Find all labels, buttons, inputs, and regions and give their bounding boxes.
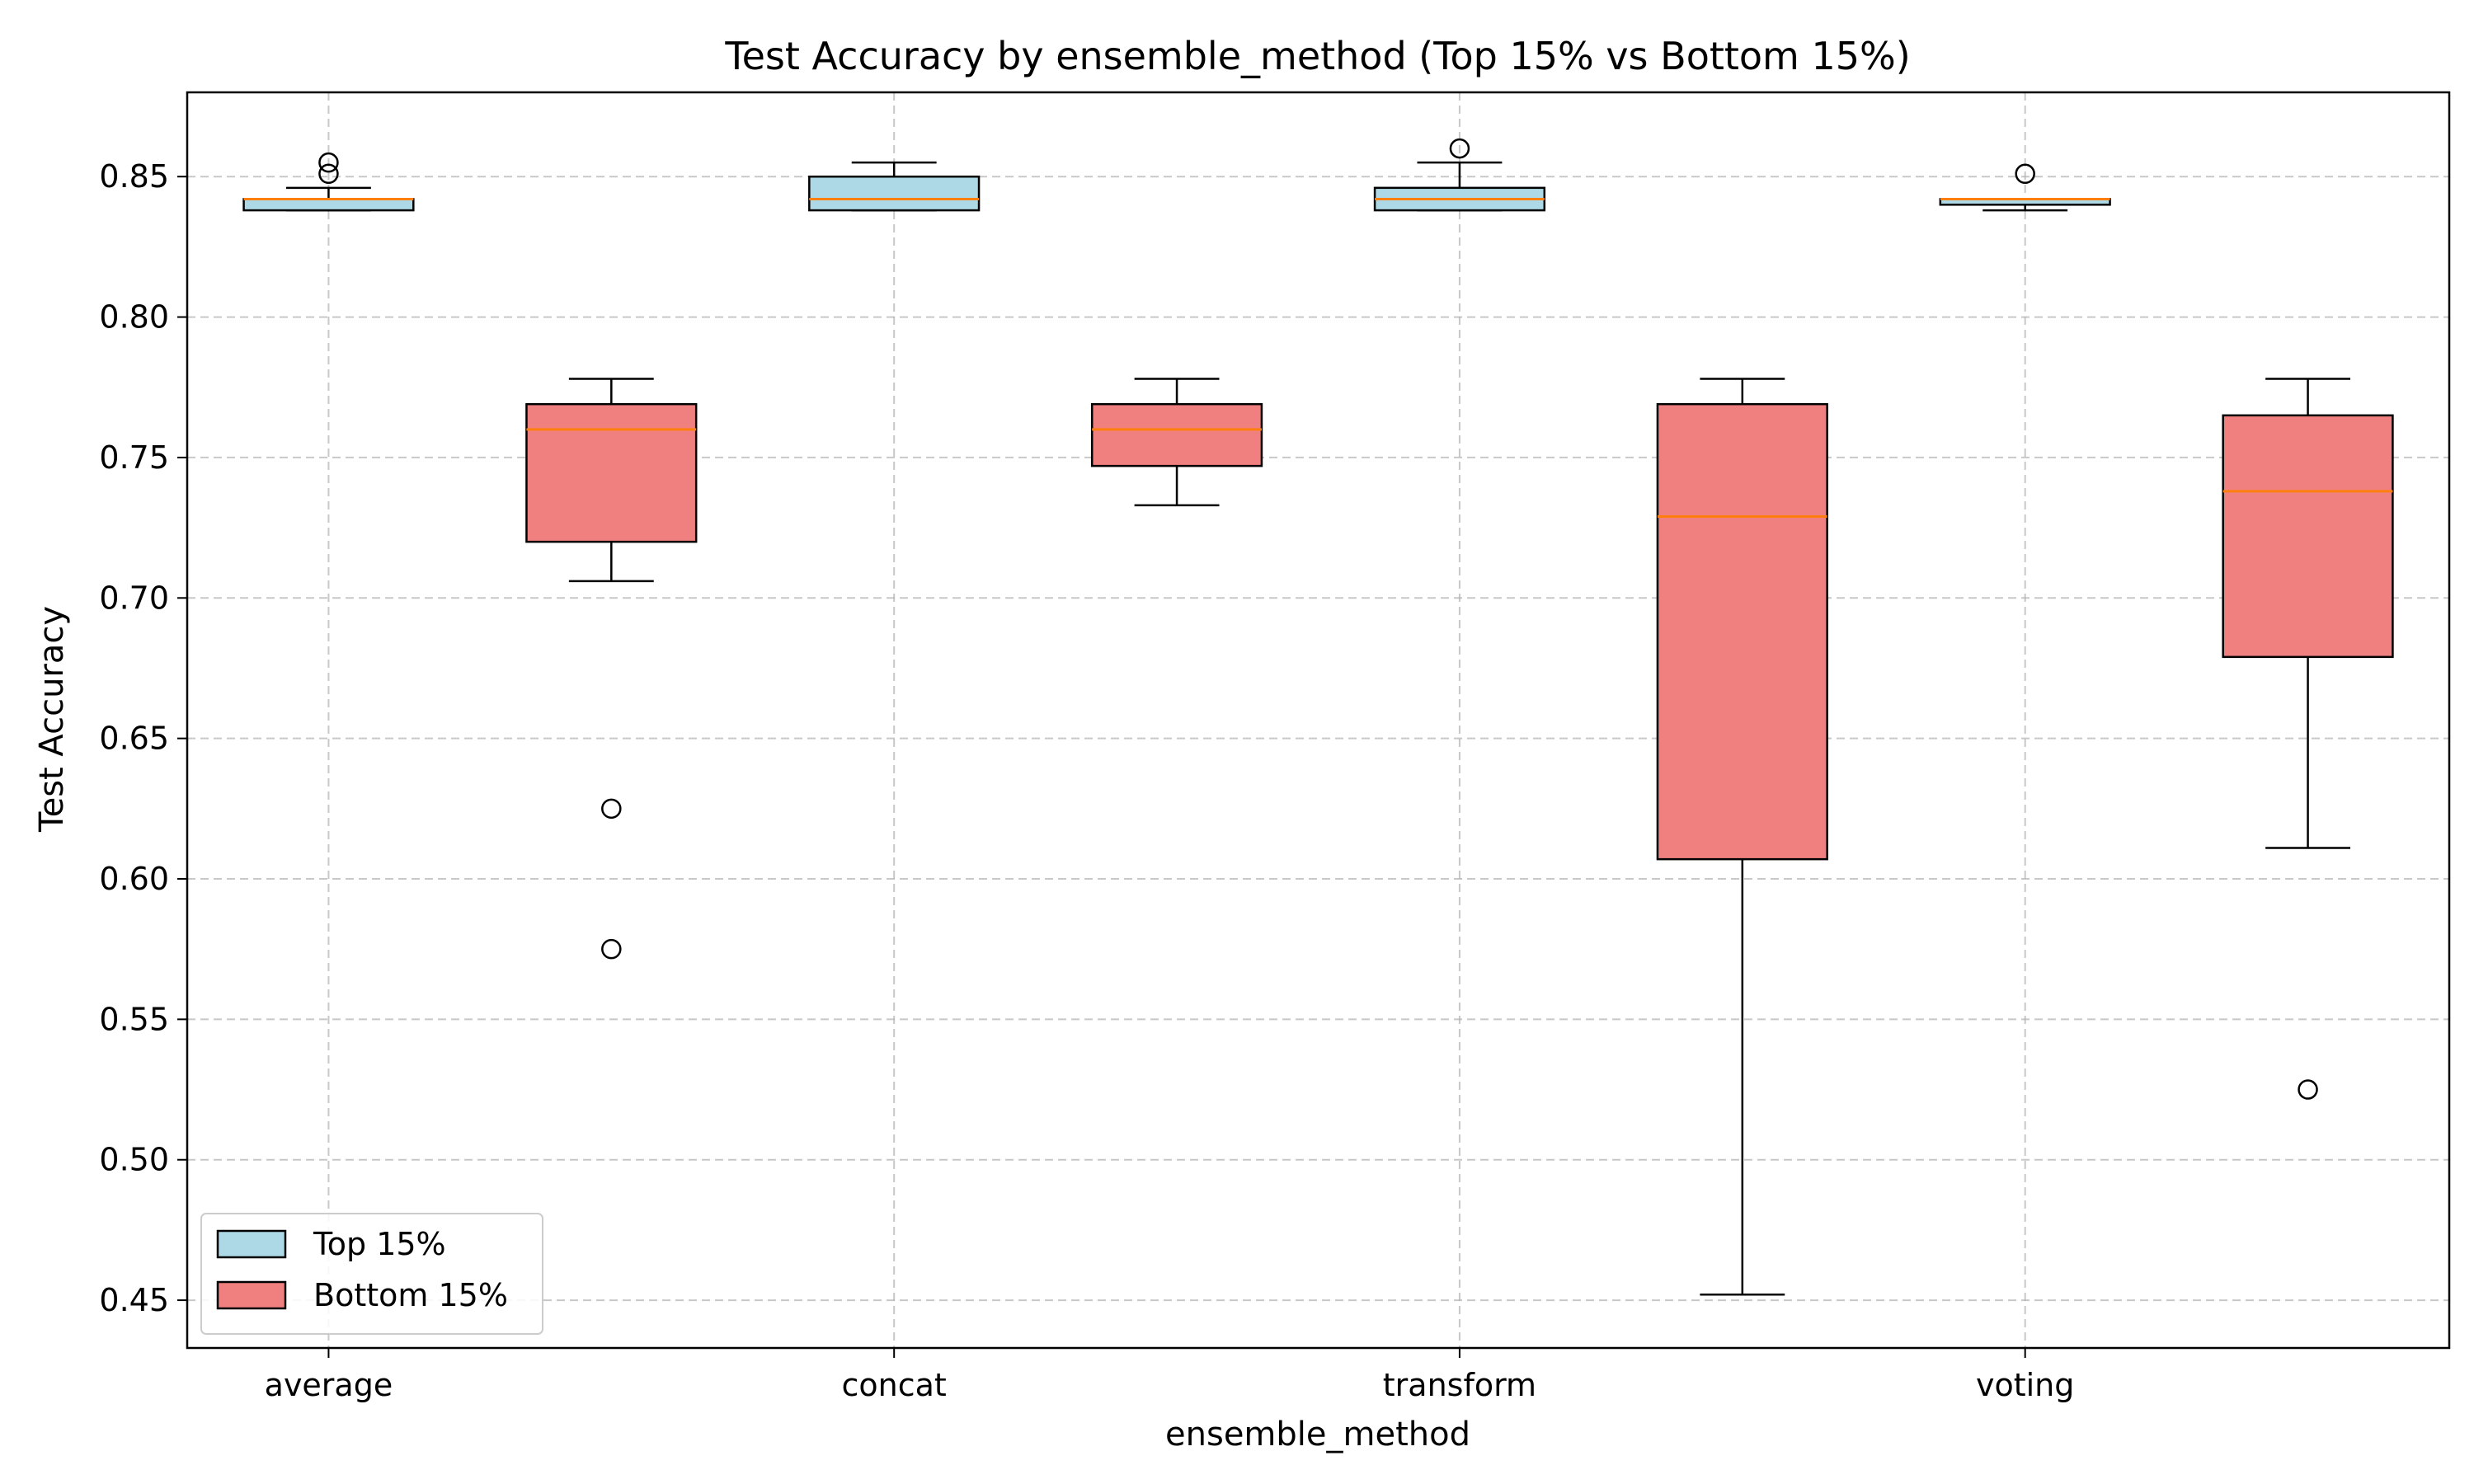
y-axis-label: Test Accuracy [33, 606, 71, 833]
legend-swatch-top-15 [216, 1229, 287, 1259]
plot-frame [186, 91, 2451, 1350]
box-body [808, 175, 981, 212]
box-concat-top [808, 161, 981, 212]
box-voting-top [1939, 163, 2111, 212]
box-transform-top [1373, 138, 1546, 212]
outlier-point [318, 163, 339, 185]
y-tick-label: 0.60 [99, 861, 169, 897]
box-transform-bottom [1656, 378, 1828, 1296]
box-voting-bottom [2222, 378, 2394, 1100]
axis-ticks: 0.45 0.50 0.55 0.60 0.65 0.70 0.75 0.80 0.85 aver… [99, 158, 2074, 1403]
box-body [525, 402, 698, 543]
x-tick-label: concat [842, 1367, 947, 1403]
box-average-top [242, 152, 415, 212]
y-tick-label: 0.55 [99, 1001, 169, 1037]
legend: Top 15% Bottom 15% [200, 1213, 543, 1335]
legend-frame [200, 1213, 543, 1335]
outlier-point [601, 798, 622, 819]
outlier-point [601, 938, 622, 960]
y-tick-label: 0.45 [99, 1282, 169, 1318]
chart-title: Test Accuracy by ensemble_method (Top 15… [724, 34, 1910, 78]
box-body [242, 198, 415, 212]
outlier-point [1449, 138, 1470, 159]
legend-label-bottom-15: Bottom 15% [313, 1277, 508, 1313]
y-tick-label: 0.75 [99, 439, 169, 476]
outlier-point [2298, 1079, 2318, 1100]
y-tick-label: 0.80 [99, 299, 169, 336]
outlier-point [318, 152, 339, 173]
y-tick-label: 0.65 [99, 721, 169, 757]
box-average-bottom [525, 378, 698, 960]
box-body [1090, 402, 1263, 467]
x-tick-label: transform [1383, 1367, 1536, 1403]
y-tick-label: 0.70 [99, 580, 169, 616]
box-plot-marks [242, 138, 2394, 1296]
y-tick-label: 0.85 [99, 158, 169, 195]
x-tick-label: voting [1976, 1367, 2074, 1403]
box-body [1656, 402, 1828, 861]
y-tick-label: 0.50 [99, 1142, 169, 1178]
x-tick-label: average [265, 1367, 393, 1403]
box-concat-bottom [1090, 378, 1263, 507]
box-body [2222, 414, 2394, 659]
legend-swatch-bottom-15 [216, 1280, 287, 1310]
legend-label-top-15: Top 15% [313, 1226, 446, 1262]
outlier-point [2015, 163, 2035, 185]
x-axis-label: ensemble_method [1165, 1416, 1470, 1453]
